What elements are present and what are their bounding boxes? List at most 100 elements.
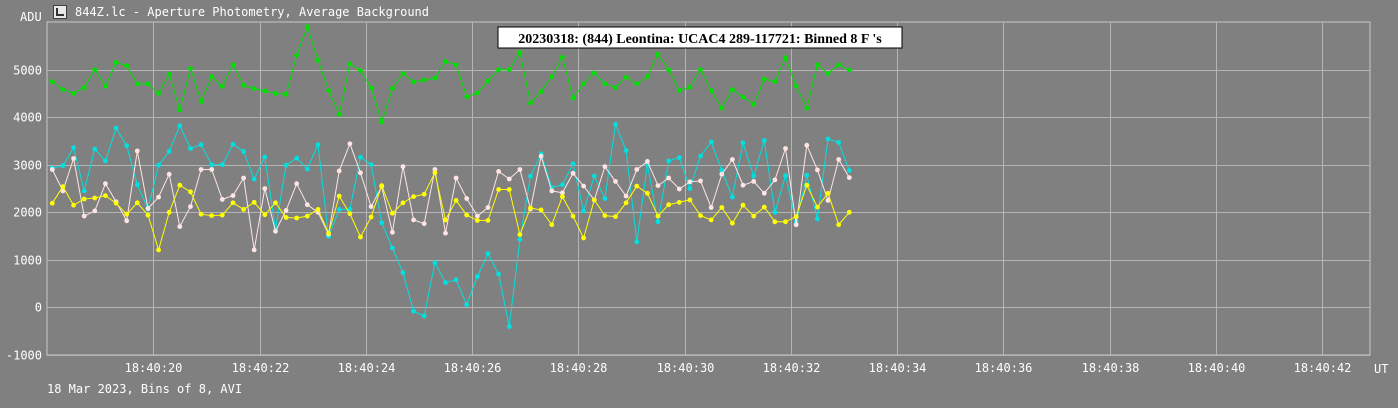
data-point [581,235,586,241]
data-point [581,208,586,214]
chart-title-frame [497,26,903,49]
data-point [145,212,151,218]
data-point [538,89,544,94]
data-point [496,187,501,192]
data-point [453,62,459,68]
data-point [761,76,767,82]
data-point [761,190,767,196]
chart-window-icon [53,5,67,19]
data-point [209,167,215,172]
data-point [134,200,140,206]
data-point [464,302,470,307]
data-point [336,193,342,199]
data-point [772,219,778,225]
data-point [772,79,778,84]
data-point [506,187,512,192]
data-point [60,188,66,194]
data-point [209,74,215,80]
window-title: 844Z.lc - Aperture Photometry, Average B… [75,5,430,19]
data-point [613,214,618,220]
data-point [177,107,183,113]
data-point [198,211,204,217]
y-tick-label: 4000 [13,111,42,125]
data-point [432,75,438,81]
data-point [464,212,470,218]
data-point [761,204,767,210]
data-point [49,200,55,206]
data-point [475,218,480,223]
data-point [294,52,300,58]
data-point [113,125,119,131]
data-point [751,101,757,107]
data-point [825,190,831,196]
data-point [347,61,353,67]
data-point [134,81,140,87]
data-point [421,191,427,197]
data-point [390,245,395,251]
data-point [358,154,363,160]
x-tick-label: 18:40:20 [125,361,183,375]
data-point [124,63,130,69]
data-point [793,222,799,228]
data-point [103,181,108,187]
data-point [496,67,501,72]
data-point [687,197,693,203]
series-line [51,25,850,124]
data-point [188,204,193,210]
data-point [570,170,576,176]
data-point [379,183,385,189]
data-point [517,232,523,238]
data-point [421,77,427,83]
data-point [698,67,703,72]
data-point [156,194,162,200]
data-point [496,271,501,277]
data-point [719,105,725,111]
x-tick-label: 18:40:34 [869,361,927,375]
data-point [347,207,353,212]
data-point [92,208,98,214]
data-point [676,155,682,161]
data-point [804,105,810,111]
data-point [166,209,172,215]
data-point [103,83,108,89]
data-point [156,162,162,168]
data-point [209,213,215,219]
window-titlebar: 844Z.lc - Aperture Photometry, Average B… [53,4,429,20]
data-point [560,190,565,196]
data-point [188,189,193,195]
data-point [698,153,703,159]
data-point [304,166,310,172]
data-point [400,200,406,206]
data-point [262,154,268,160]
data-point [166,71,172,77]
data-point [336,207,342,212]
data-point [676,88,682,93]
data-point [719,168,725,173]
data-point [60,163,66,169]
data-point [315,142,321,148]
data-point [740,182,746,188]
data-point [390,229,395,235]
chart-grid [46,21,1371,356]
data-point [432,167,438,172]
data-point [453,198,459,203]
data-point [836,157,842,162]
data-point [740,140,746,146]
data-point [71,91,76,96]
data-point [634,239,640,245]
data-point [581,183,586,189]
data-point [283,162,289,168]
data-point [846,175,852,181]
data-point [145,206,151,211]
data-point [134,148,140,154]
x-tick-label: 18:40:36 [975,361,1033,375]
data-point [645,74,650,80]
data-point [506,67,512,72]
data-point [198,167,204,172]
data-point [411,79,416,85]
data-point [60,184,66,190]
data-point [634,183,640,189]
data-point [198,99,204,104]
series-line [52,122,850,327]
data-point [613,179,618,184]
